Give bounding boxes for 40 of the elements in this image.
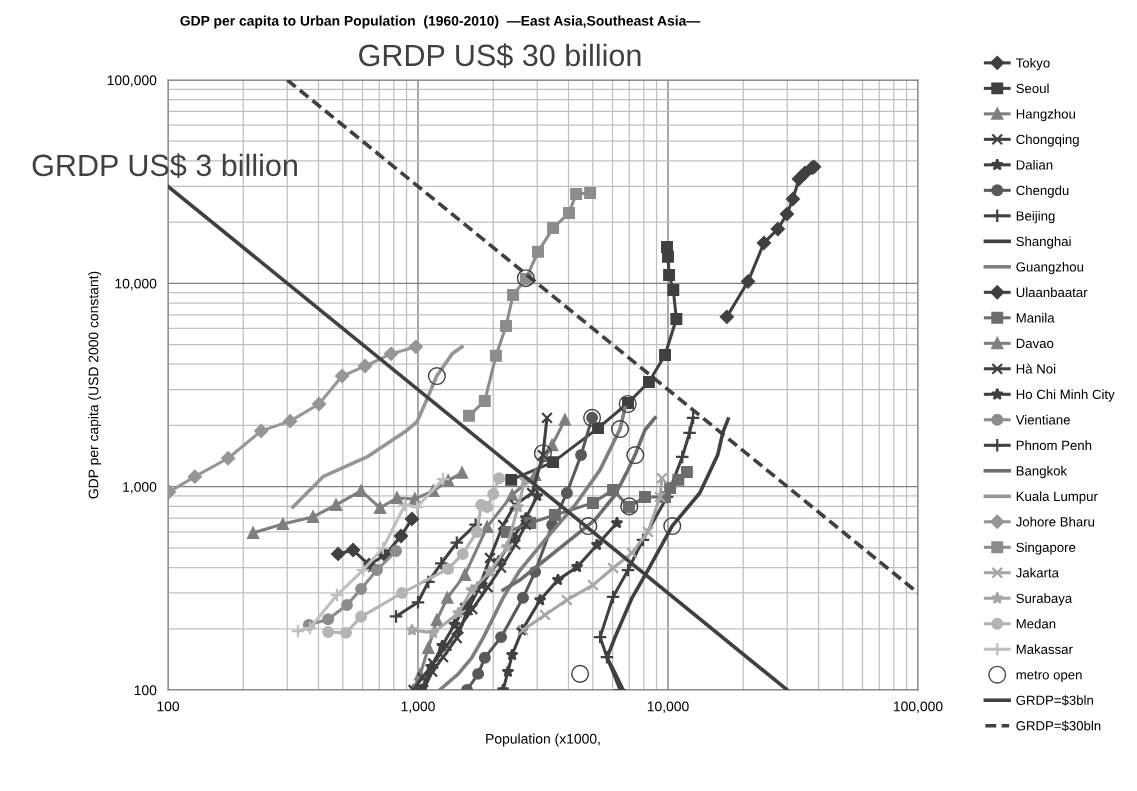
legend-label: Hangzhou — [1016, 108, 1075, 122]
legend-label: Kuala Lumpur — [1016, 491, 1098, 504]
legend-label: Phnom Penh — [1016, 440, 1092, 451]
legend-label: Medan — [1016, 618, 1056, 629]
x-tick-label: 100 — [157, 701, 180, 712]
chart-title: GDP per capita to Urban Population (1960-2010) —East Asia,Southeast Asia— — [180, 15, 701, 29]
legend-label: Bangkok — [1016, 465, 1068, 479]
legend-label: GRDP=$3bln — [1016, 695, 1093, 706]
legend-label: Guangzhou — [1016, 261, 1084, 275]
x-axis-title: Population (x1000, — [486, 733, 600, 747]
legend-label: Makassar — [1016, 644, 1073, 654]
y-axis-title: GDP per capita (USD 2000 constant) — [88, 271, 102, 499]
legend-label: Dalian — [1016, 159, 1053, 170]
legend-label: GRDP=$30bln — [1016, 720, 1101, 732]
legend-label: Jakarta — [1015, 567, 1059, 578]
y-tick-label: 100 — [134, 685, 157, 696]
legend-label: Surabaya — [1016, 593, 1073, 606]
legend-label: Tokyo — [1016, 57, 1050, 71]
legend-label: Johore Bharu — [1015, 516, 1095, 527]
legend-label: Vientiane — [1015, 414, 1070, 425]
x-tick-label: 100,000 — [893, 701, 943, 713]
legend-label: Chengdu — [1016, 185, 1069, 198]
annotation: GRDP US$ 3 billion — [32, 153, 297, 179]
legend-label: Hà Noi — [1016, 363, 1056, 374]
y-tick-label: 1,000 — [123, 482, 157, 494]
x-tick-label: 10,000 — [647, 701, 689, 713]
x-tick-label: 1,000 — [401, 701, 435, 713]
text: GRDP US$ 30 billion — [359, 43, 641, 69]
legend-label: Shanghai — [1016, 236, 1071, 249]
y-tick-label: 10,000 — [115, 278, 157, 291]
legend-label: metro open — [1016, 670, 1082, 683]
legend-label: Seoul — [1016, 83, 1049, 94]
legend-label: Ho Chi Minh City — [1016, 389, 1115, 402]
legend-label: Beijing — [1016, 210, 1055, 224]
legend-label: Davao — [1016, 338, 1054, 349]
y-tick-label: 100,000 — [107, 75, 157, 87]
legend-label: Singapore — [1016, 542, 1076, 555]
legend-label: Ulaanbaatar — [1016, 287, 1088, 298]
legend-label: Chongqing — [1016, 134, 1079, 147]
legend-label: Manila — [1016, 312, 1055, 323]
